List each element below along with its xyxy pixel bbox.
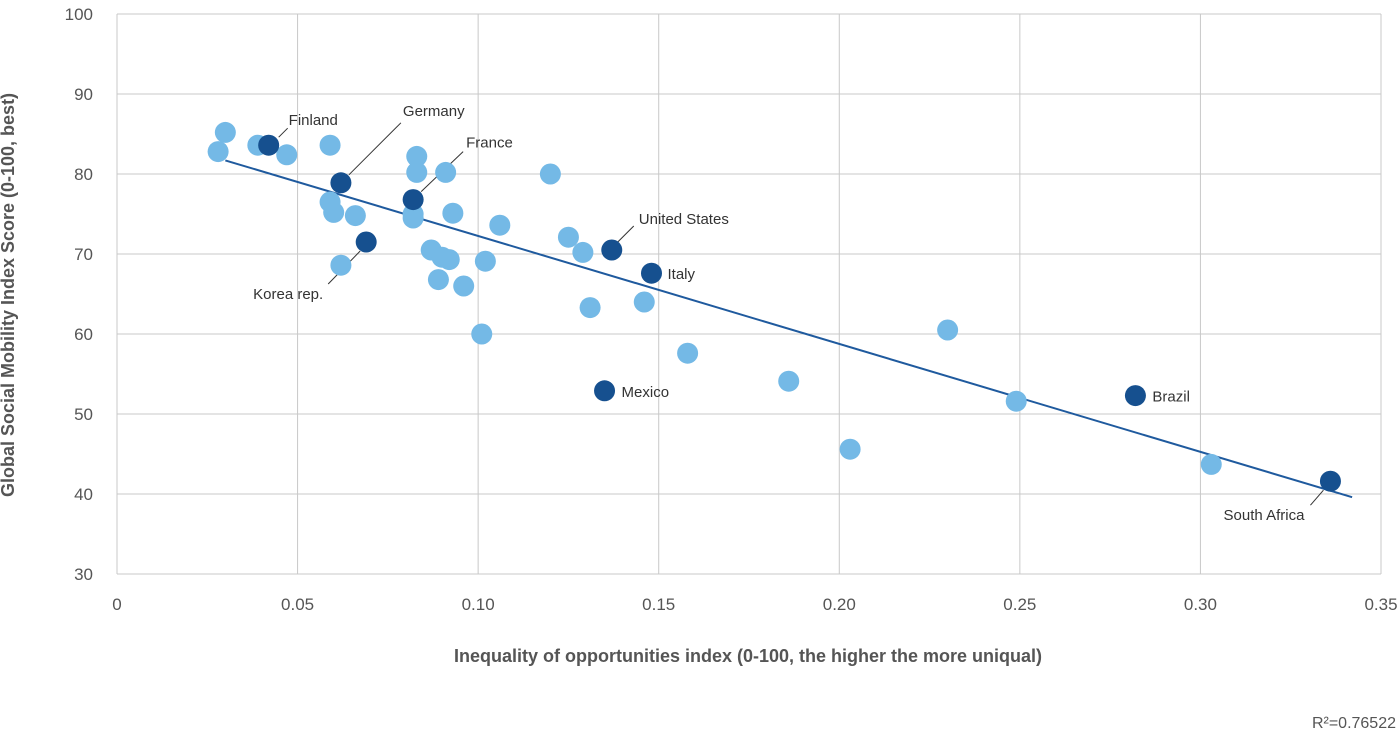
data-point: [435, 161, 457, 183]
x-tick-label: 0.35: [1364, 595, 1397, 614]
y-tick-label: 100: [65, 5, 93, 24]
data-point: [474, 250, 496, 272]
x-tick-label: 0.05: [281, 595, 314, 614]
data-point: [633, 291, 655, 313]
x-axis-title: Inequality of opportunities index (0-100…: [454, 646, 1042, 666]
highlight-point: [402, 189, 424, 211]
point-label: United States: [639, 211, 729, 228]
data-point: [778, 370, 800, 392]
data-point: [572, 241, 594, 263]
x-tick-label: 0.30: [1184, 595, 1217, 614]
data-point: [344, 205, 366, 227]
label-leader-line: [617, 225, 635, 243]
point-label: South Africa: [1224, 507, 1306, 524]
data-point: [427, 269, 449, 291]
point-label: France: [466, 135, 513, 152]
point-label: Finland: [289, 112, 338, 129]
data-point: [453, 275, 475, 297]
data-point: [438, 249, 460, 271]
x-tick-label: 0.15: [642, 595, 675, 614]
y-tick-label: 90: [74, 85, 93, 104]
data-point: [937, 319, 959, 341]
data-point: [406, 161, 428, 183]
point-label: Korea rep.: [253, 286, 323, 303]
data-point: [1005, 390, 1027, 412]
y-tick-label: 60: [74, 325, 93, 344]
point-label: Brazil: [1152, 389, 1190, 406]
highlight-point: [640, 262, 662, 284]
data-point: [330, 254, 352, 276]
tick-labels: 0 0.05 0.10 0.15 0.20 0.25 0.30 0.35 30 40 50 60 70 8…: [65, 5, 1398, 614]
data-point: [1200, 453, 1222, 475]
data-points: [207, 121, 1341, 492]
y-tick-label: 80: [74, 165, 93, 184]
y-tick-label: 40: [74, 485, 93, 504]
highlight-point: [601, 239, 623, 261]
data-point: [319, 134, 341, 156]
highlight-point: [258, 134, 280, 156]
point-label: Mexico: [622, 384, 670, 401]
highlight-point: [330, 172, 352, 194]
data-point: [489, 214, 511, 236]
data-point: [276, 144, 298, 166]
x-tick-label: 0.10: [462, 595, 495, 614]
y-tick-label: 30: [74, 565, 93, 584]
data-point: [579, 297, 601, 319]
data-point: [214, 121, 236, 143]
highlight-point: [1124, 385, 1146, 407]
y-tick-label: 50: [74, 405, 93, 424]
label-leader-line: [278, 127, 289, 138]
highlight-point: [355, 231, 377, 253]
label-leaders: [278, 122, 1324, 506]
highlight-point: [594, 380, 616, 402]
data-point: [677, 342, 699, 364]
data-point: [471, 323, 493, 345]
data-point: [839, 438, 861, 460]
y-tick-label: 70: [74, 245, 93, 264]
y-axis-title: Global Social Mobility Index Score (0-10…: [0, 93, 18, 497]
data-point: [406, 145, 428, 167]
data-point: [442, 202, 464, 224]
label-leader-line: [1310, 489, 1324, 506]
label-leader-line: [348, 122, 402, 176]
data-point: [323, 201, 345, 223]
point-label: Germany: [403, 103, 465, 120]
point-label: Italy: [667, 266, 695, 283]
x-tick-label: 0.25: [1003, 595, 1036, 614]
data-point: [402, 207, 424, 229]
data-point: [539, 163, 561, 185]
highlight-point: [1319, 470, 1341, 492]
data-point: [557, 226, 579, 248]
x-tick-label: 0.20: [823, 595, 856, 614]
data-point: [207, 141, 229, 163]
grid: [116, 13, 1382, 575]
x-tick-label: 0: [112, 595, 121, 614]
trendline: [225, 159, 1353, 499]
r-squared-annotation: R²=0.76522: [1312, 715, 1396, 732]
